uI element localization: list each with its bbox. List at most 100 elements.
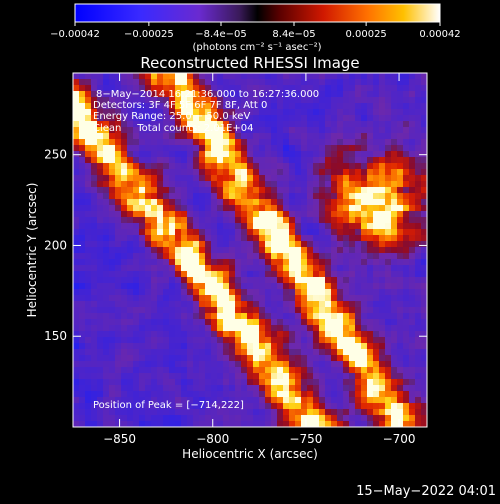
heatmap-cell [181,229,188,236]
heatmap-cell [121,211,128,218]
heatmap-cell [145,307,152,314]
heatmap-cell [295,385,302,392]
heatmap-cell [301,181,308,188]
heatmap-cell [421,235,427,242]
heatmap-cell [247,289,254,296]
heatmap-cell [235,391,242,398]
heatmap-cell [79,367,86,374]
heatmap-cell [181,397,188,404]
heatmap-cell [271,109,278,116]
heatmap-cell [163,301,170,308]
heatmap-cell [349,265,356,272]
heatmap-cell [277,343,284,350]
heatmap-cell [199,421,206,427]
heatmap-cell [181,109,188,116]
heatmap-cell [175,373,182,380]
heatmap-cell [421,139,427,146]
heatmap-cell [283,277,290,284]
heatmap-cell [367,325,374,332]
heatmap-cell [241,337,248,344]
heatmap-cell [319,103,326,110]
heatmap-cell [145,139,152,146]
heatmap-cell [391,403,398,410]
heatmap-cell [265,211,272,218]
heatmap-cell [313,265,320,272]
heatmap-cell [295,199,302,206]
heatmap-cell [391,379,398,386]
heatmap-cell [181,163,188,170]
heatmap-cell [295,79,302,86]
heatmap-cell [325,325,332,332]
heatmap-cell [349,367,356,374]
heatmap-cell [379,421,386,427]
heatmap-cell [187,397,194,404]
heatmap-cell [307,217,314,224]
heatmap-cell [97,259,104,266]
heatmap-cell [277,307,284,314]
heatmap-cell [349,349,356,356]
heatmap-cell [301,403,308,410]
heatmap-cell [421,283,427,290]
heatmap-cell [157,355,164,362]
heatmap-cell [367,277,374,284]
heatmap-cell [205,403,212,410]
heatmap-cell [163,247,170,254]
heatmap-cell [85,205,92,212]
heatmap-cell [211,199,218,206]
heatmap-cell [361,307,368,314]
heatmap-cell [247,343,254,350]
heatmap-cell [325,139,332,146]
heatmap-cell [367,259,374,266]
heatmap-cell [283,97,290,104]
heatmap-cell [271,277,278,284]
heatmap-cell [73,325,80,332]
heatmap-cell [397,217,404,224]
heatmap-cell [139,139,146,146]
heatmap-cell [337,283,344,290]
heatmap-cell [73,361,80,368]
heatmap-cell [139,181,146,188]
heatmap-cell [79,415,86,422]
heatmap-cell [355,97,362,104]
heatmap-cell [355,211,362,218]
heatmap-cell [409,109,416,116]
heatmap-cell [109,265,116,272]
heatmap-cell [235,289,242,296]
heatmap-cell [235,259,242,266]
heatmap-cell [199,97,206,104]
heatmap-cell [277,421,284,427]
heatmap-cell [157,385,164,392]
heatmap-cell [385,295,392,302]
heatmap-cell [175,325,182,332]
heatmap-cell [85,241,92,248]
heatmap-cell [85,73,92,80]
heatmap-cell [97,421,104,427]
heatmap-cell [259,73,266,80]
heatmap-cell [337,91,344,98]
heatmap-cell [223,91,230,98]
heatmap-cell [289,337,296,344]
heatmap-cell [367,271,374,278]
heatmap-cell [259,151,266,158]
heatmap-cell [211,289,218,296]
heatmap-cell [355,175,362,182]
heatmap-cell [121,367,128,374]
heatmap-cell [229,175,236,182]
heatmap-cell [361,349,368,356]
heatmap-cell [169,103,176,110]
heatmap-cell [235,217,242,224]
heatmap-cell [109,385,116,392]
heatmap-cell [145,133,152,140]
heatmap-cell [241,91,248,98]
heatmap-cell [379,139,386,146]
heatmap-cell [391,223,398,230]
heatmap-cell [337,307,344,314]
heatmap-cell [169,403,176,410]
heatmap-cell [199,103,206,110]
heatmap-cell [211,283,218,290]
heatmap-cell [343,409,350,416]
heatmap-cell [253,175,260,182]
heatmap-cell [241,373,248,380]
heatmap-cell [145,187,152,194]
heatmap-cell [313,403,320,410]
